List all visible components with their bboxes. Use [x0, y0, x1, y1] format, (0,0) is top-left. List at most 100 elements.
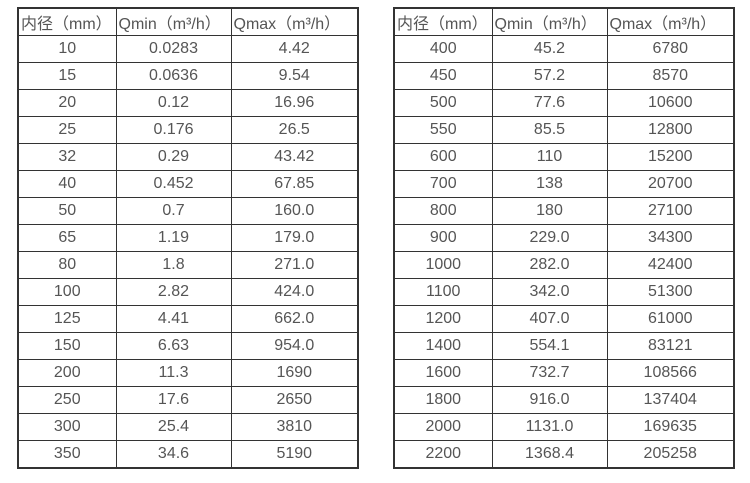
table-cell: 179.0	[230, 224, 359, 252]
table-cell: 16.96	[230, 89, 359, 117]
header-row: 内径（mm） Qmin（m³/h） Qmax（m³/h）	[17, 7, 359, 36]
table-row: 250 17.6 2650	[17, 386, 359, 414]
table-row: 200 11.3 1690	[17, 359, 359, 387]
table-cell: 2200	[393, 440, 493, 469]
table-cell: 6.63	[115, 332, 232, 360]
table-row: 1600 732.7 108566	[393, 359, 735, 387]
table-cell: 205258	[606, 440, 735, 469]
table-cell: 1.19	[115, 224, 232, 252]
header-row: 内径（mm） Qmin（m³/h） Qmax（m³/h）	[393, 7, 735, 36]
table-row: 32 0.29 43.42	[17, 143, 359, 171]
table-row: 1200 407.0 61000	[393, 305, 735, 333]
table-row: 500 77.6 10600	[393, 89, 735, 117]
table-cell: 4.41	[115, 305, 232, 333]
table-body: 10 0.0283 4.42 15 0.0636 9.54 20 0.12 16.96 25 0.1…	[17, 35, 359, 469]
table-row: 150 6.63 954.0	[17, 332, 359, 360]
table-cell: 42400	[606, 251, 735, 279]
table-cell: 26.5	[230, 116, 359, 144]
table-cell: 2000	[393, 413, 493, 441]
table-row: 2000 1131.0 169635	[393, 413, 735, 441]
table-row: 350 34.6 5190	[17, 440, 359, 469]
table-cell: 200	[17, 359, 117, 387]
column-header-diameter: 内径（mm）	[17, 7, 117, 36]
table-cell: 108566	[606, 359, 735, 387]
table-cell: 0.0283	[115, 35, 232, 63]
table-cell: 20	[17, 89, 117, 117]
table-row: 20 0.12 16.96	[17, 89, 359, 117]
table-cell: 5190	[230, 440, 359, 469]
table-cell: 0.0636	[115, 62, 232, 90]
table-cell: 450	[393, 62, 493, 90]
table-row: 15 0.0636 9.54	[17, 62, 359, 90]
table-cell: 300	[17, 413, 117, 441]
table-cell: 700	[393, 170, 493, 198]
table-cell: 50	[17, 197, 117, 225]
table-cell: 2.82	[115, 278, 232, 306]
column-header-qmax: Qmax（m³/h）	[230, 7, 359, 36]
table-row: 25 0.176 26.5	[17, 116, 359, 144]
table-cell: 3810	[230, 413, 359, 441]
table-cell: 0.176	[115, 116, 232, 144]
table-cell: 25	[17, 116, 117, 144]
table-cell: 916.0	[491, 386, 608, 414]
table-cell: 350	[17, 440, 117, 469]
column-header-qmin: Qmin（m³/h）	[491, 7, 608, 36]
table-cell: 4.42	[230, 35, 359, 63]
table-cell: 1131.0	[491, 413, 608, 441]
table-cell: 6780	[606, 35, 735, 63]
table-cell: 67.85	[230, 170, 359, 198]
table-cell: 10	[17, 35, 117, 63]
table-cell: 554.1	[491, 332, 608, 360]
flow-spec-table-right: 内径（mm） Qmin（m³/h） Qmax（m³/h） 400 45.2 6780…	[393, 7, 735, 469]
table-cell: 43.42	[230, 143, 359, 171]
table-row: 600 110 15200	[393, 143, 735, 171]
table-cell: 282.0	[491, 251, 608, 279]
table-cell: 400	[393, 35, 493, 63]
table-cell: 150	[17, 332, 117, 360]
table-body: 400 45.2 6780 450 57.2 8570 500 77.6 10600 550 85.…	[393, 35, 735, 469]
table-cell: 271.0	[230, 251, 359, 279]
table-cell: 550	[393, 116, 493, 144]
table-cell: 110	[491, 143, 608, 171]
table-cell: 900	[393, 224, 493, 252]
table-cell: 12800	[606, 116, 735, 144]
table-row: 50 0.7 160.0	[17, 197, 359, 225]
table-cell: 662.0	[230, 305, 359, 333]
table-row: 80 1.8 271.0	[17, 251, 359, 279]
table-row: 1800 916.0 137404	[393, 386, 735, 414]
table-cell: 138	[491, 170, 608, 198]
table-cell: 0.29	[115, 143, 232, 171]
table-cell: 20700	[606, 170, 735, 198]
table-row: 400 45.2 6780	[393, 35, 735, 63]
table-cell: 17.6	[115, 386, 232, 414]
table-cell: 45.2	[491, 35, 608, 63]
table-row: 10 0.0283 4.42	[17, 35, 359, 63]
column-header-qmax: Qmax（m³/h）	[606, 7, 735, 36]
table-cell: 34.6	[115, 440, 232, 469]
table-cell: 180	[491, 197, 608, 225]
table-row: 125 4.41 662.0	[17, 305, 359, 333]
table-row: 450 57.2 8570	[393, 62, 735, 90]
table-row: 2200 1368.4 205258	[393, 440, 735, 469]
table-cell: 342.0	[491, 278, 608, 306]
table-cell: 65	[17, 224, 117, 252]
table-cell: 10600	[606, 89, 735, 117]
table-cell: 11.3	[115, 359, 232, 387]
column-header-diameter: 内径（mm）	[393, 7, 493, 36]
table-cell: 32	[17, 143, 117, 171]
table-row: 1100 342.0 51300	[393, 278, 735, 306]
table-cell: 25.4	[115, 413, 232, 441]
table-row: 900 229.0 34300	[393, 224, 735, 252]
table-cell: 1400	[393, 332, 493, 360]
table-cell: 1368.4	[491, 440, 608, 469]
table-row: 40 0.452 67.85	[17, 170, 359, 198]
table-row: 1400 554.1 83121	[393, 332, 735, 360]
table-cell: 137404	[606, 386, 735, 414]
table-cell: 34300	[606, 224, 735, 252]
table-cell: 100	[17, 278, 117, 306]
table-cell: 169635	[606, 413, 735, 441]
table-cell: 40	[17, 170, 117, 198]
table-cell: 500	[393, 89, 493, 117]
table-row: 700 138 20700	[393, 170, 735, 198]
